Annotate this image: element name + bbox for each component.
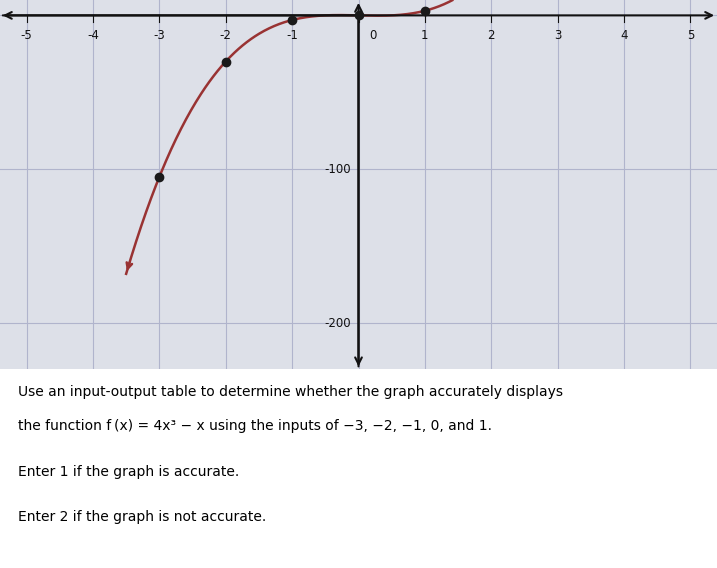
Text: -3: -3 [153,29,165,42]
Text: Use an input-output table to determine whether the graph accurately displays: Use an input-output table to determine w… [18,385,563,399]
Text: -4: -4 [87,29,99,42]
Text: -200: -200 [324,316,351,329]
Text: -1: -1 [286,29,298,42]
Text: -100: -100 [324,162,351,176]
Text: -2: -2 [220,29,232,42]
Text: Enter 2 if the graph is not accurate.: Enter 2 if the graph is not accurate. [18,510,266,524]
Text: 2: 2 [488,29,495,42]
Text: 5: 5 [687,29,694,42]
Text: 3: 3 [554,29,561,42]
Text: -5: -5 [21,29,32,42]
Text: Enter 1 if the graph is accurate.: Enter 1 if the graph is accurate. [18,465,239,479]
Text: 1: 1 [421,29,429,42]
Text: the function f (x) = 4x³ − x using the inputs of −3, −2, −1, 0, and 1.: the function f (x) = 4x³ − x using the i… [18,419,492,433]
Text: 4: 4 [620,29,628,42]
Text: 0: 0 [369,29,377,42]
